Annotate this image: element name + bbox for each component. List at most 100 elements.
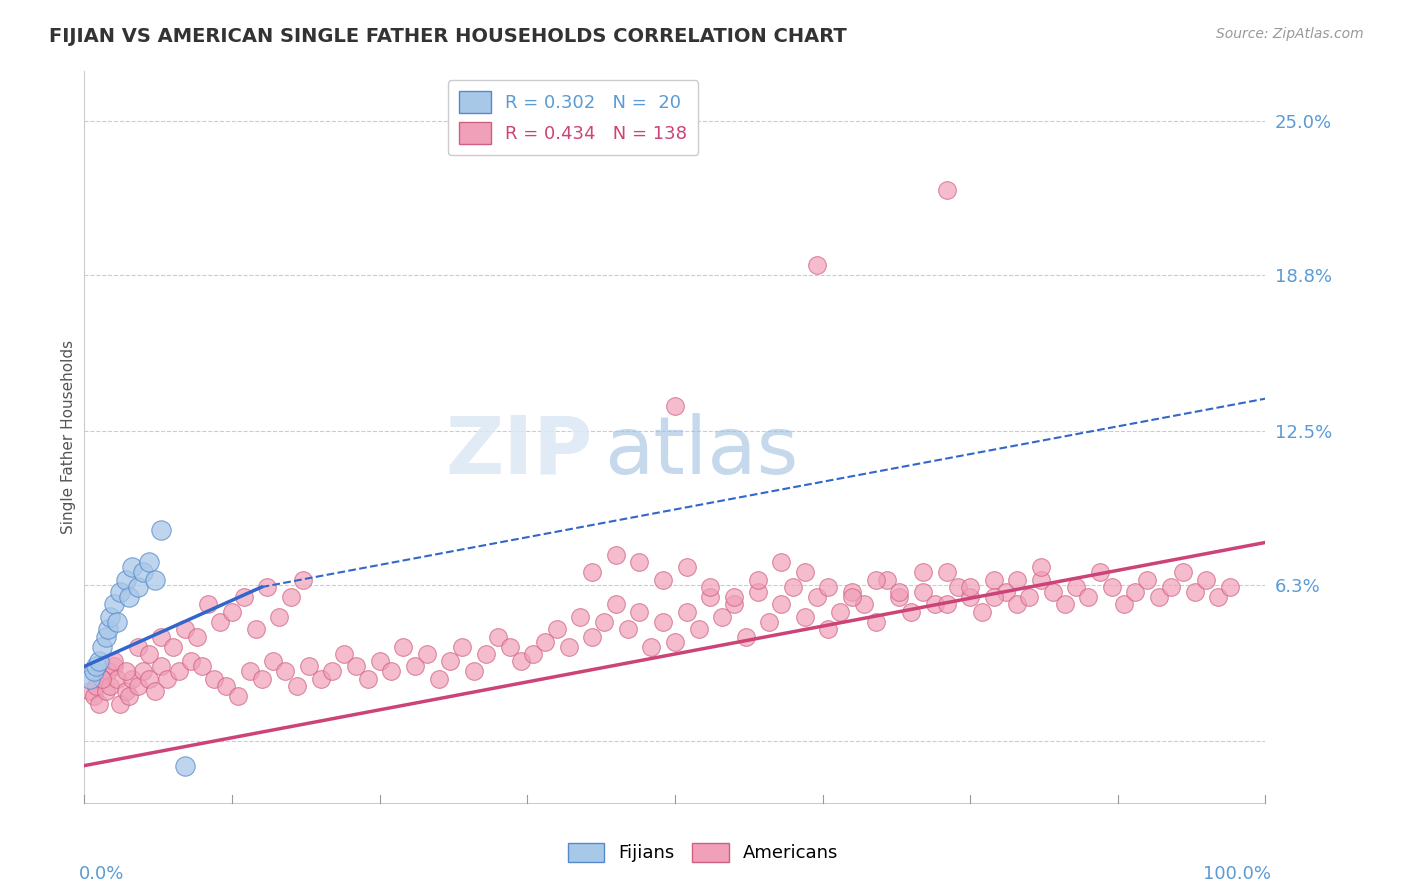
- Point: [1018, 590, 1040, 604]
- Point: [983, 590, 1005, 604]
- Point: [245, 622, 267, 636]
- Point: [173, 622, 195, 636]
- Point: [876, 573, 898, 587]
- Point: [1066, 580, 1088, 594]
- Point: [841, 590, 863, 604]
- Point: [226, 689, 249, 703]
- Text: FIJIAN VS AMERICAN SINGLE FATHER HOUSEHOLDS CORRELATION CHART: FIJIAN VS AMERICAN SINGLE FATHER HOUSEHO…: [49, 27, 846, 45]
- Point: [1184, 585, 1206, 599]
- Point: [416, 647, 439, 661]
- Point: [723, 590, 745, 604]
- Point: [534, 634, 557, 648]
- Point: [889, 585, 911, 599]
- Point: [675, 560, 697, 574]
- Point: [652, 573, 675, 587]
- Point: [983, 573, 1005, 587]
- Point: [1147, 590, 1170, 604]
- Point: [368, 655, 391, 669]
- Point: [97, 622, 120, 636]
- Point: [150, 630, 173, 644]
- Point: [652, 615, 675, 629]
- Point: [1077, 590, 1099, 604]
- Point: [522, 647, 544, 661]
- Legend: Fijians, Americans: Fijians, Americans: [561, 836, 845, 870]
- Point: [581, 565, 603, 579]
- Point: [209, 615, 232, 629]
- Point: [127, 640, 149, 654]
- Point: [1206, 590, 1229, 604]
- Point: [935, 183, 957, 197]
- Point: [180, 655, 202, 669]
- Point: [557, 640, 579, 654]
- Point: [121, 560, 143, 574]
- Point: [806, 258, 828, 272]
- Y-axis label: Single Father Households: Single Father Households: [60, 340, 76, 534]
- Point: [463, 665, 485, 679]
- Point: [84, 659, 107, 673]
- Point: [221, 605, 243, 619]
- Point: [285, 679, 308, 693]
- Point: [138, 555, 160, 569]
- Point: [959, 590, 981, 604]
- Point: [98, 610, 121, 624]
- Point: [215, 679, 238, 693]
- Point: [994, 585, 1017, 599]
- Point: [197, 598, 219, 612]
- Point: [640, 640, 662, 654]
- Legend: R = 0.302   N =  20, R = 0.434   N = 138: R = 0.302 N = 20, R = 0.434 N = 138: [447, 80, 699, 155]
- Point: [628, 605, 651, 619]
- Point: [948, 580, 970, 594]
- Point: [107, 672, 129, 686]
- Point: [162, 640, 184, 654]
- Point: [664, 634, 686, 648]
- Point: [94, 684, 117, 698]
- Point: [830, 605, 852, 619]
- Point: [865, 573, 887, 587]
- Point: [167, 665, 190, 679]
- Text: Source: ZipAtlas.com: Source: ZipAtlas.com: [1216, 27, 1364, 41]
- Point: [138, 672, 160, 686]
- Point: [150, 523, 173, 537]
- Point: [498, 640, 520, 654]
- Point: [935, 598, 957, 612]
- Point: [616, 622, 638, 636]
- Point: [94, 630, 117, 644]
- Point: [138, 647, 160, 661]
- Point: [911, 585, 934, 599]
- Point: [186, 630, 208, 644]
- Point: [734, 630, 756, 644]
- Point: [451, 640, 474, 654]
- Point: [1219, 580, 1241, 594]
- Text: 0.0%: 0.0%: [79, 865, 124, 883]
- Point: [127, 580, 149, 594]
- Point: [793, 610, 815, 624]
- Point: [959, 580, 981, 594]
- Point: [427, 672, 450, 686]
- Point: [581, 630, 603, 644]
- Text: atlas: atlas: [605, 413, 799, 491]
- Point: [84, 679, 107, 693]
- Point: [239, 665, 262, 679]
- Point: [889, 590, 911, 604]
- Point: [404, 659, 426, 673]
- Point: [107, 615, 129, 629]
- Point: [1136, 573, 1159, 587]
- Point: [269, 610, 291, 624]
- Point: [605, 548, 627, 562]
- Point: [103, 598, 125, 612]
- Point: [841, 585, 863, 599]
- Point: [91, 672, 114, 686]
- Point: [150, 659, 173, 673]
- Point: [664, 399, 686, 413]
- Point: [1007, 598, 1029, 612]
- Point: [114, 573, 136, 587]
- Point: [475, 647, 498, 661]
- Point: [274, 665, 297, 679]
- Point: [439, 655, 461, 669]
- Point: [1029, 560, 1052, 574]
- Point: [79, 684, 101, 698]
- Point: [911, 565, 934, 579]
- Point: [1125, 585, 1147, 599]
- Point: [935, 565, 957, 579]
- Point: [173, 758, 195, 772]
